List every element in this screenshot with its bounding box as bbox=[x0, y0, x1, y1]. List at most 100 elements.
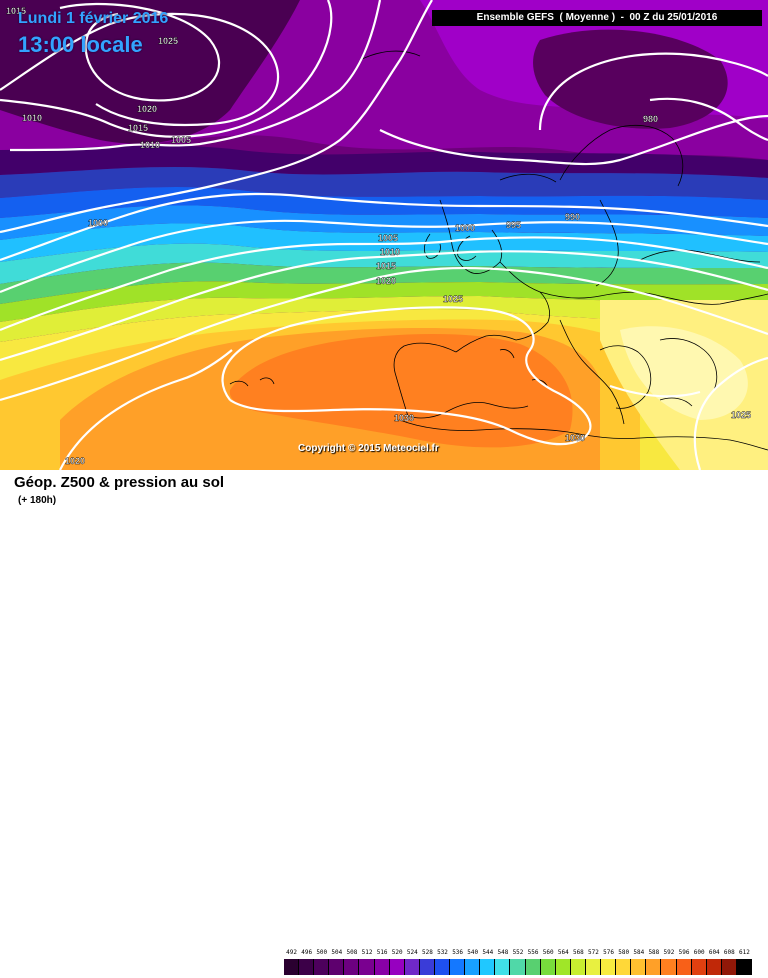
isobar-label: 1025 bbox=[731, 410, 751, 420]
legend-swatch bbox=[510, 959, 526, 975]
legend-swatch bbox=[299, 959, 315, 975]
forecast-lead-time: (+ 180h) bbox=[18, 495, 57, 506]
legend-swatch bbox=[434, 959, 451, 975]
legend-label: 556 bbox=[527, 949, 539, 956]
isobar bbox=[0, 236, 768, 332]
legend-swatch bbox=[691, 959, 707, 975]
forecast-local-time: 13:00 locale bbox=[18, 32, 143, 57]
legend-label: 552 bbox=[512, 949, 524, 956]
legend-label: 496 bbox=[301, 949, 313, 956]
isobar bbox=[0, 192, 768, 262]
isobar-label: 995 bbox=[506, 220, 521, 230]
legend-swatch bbox=[450, 959, 466, 975]
z500-band bbox=[229, 334, 573, 448]
isobar-labels: 1015 1025 1020 1015 1010 1010 1005 1000 980 990 99… bbox=[6, 6, 751, 466]
isobar-label: 1015 bbox=[6, 6, 26, 16]
isobar bbox=[693, 356, 768, 470]
isobar bbox=[538, 52, 768, 131]
legend-swatch bbox=[706, 959, 722, 975]
isobar-label: 1025 bbox=[158, 36, 178, 46]
legend-swatch bbox=[555, 959, 571, 975]
legend-label: 572 bbox=[588, 949, 599, 956]
legend-swatch bbox=[495, 959, 511, 975]
footer-panel: Géop. Z500 & pression au sol (+ 180h) 49… bbox=[0, 470, 768, 975]
legend-swatch bbox=[676, 959, 692, 975]
isobar bbox=[9, 0, 382, 152]
legend-label: 576 bbox=[603, 949, 614, 956]
legend-label: 612 bbox=[739, 949, 750, 956]
legend-label: 532 bbox=[437, 949, 448, 956]
legend-swatches bbox=[284, 959, 752, 975]
legend-label: 528 bbox=[421, 949, 433, 956]
legend-swatch bbox=[344, 959, 360, 975]
isobar-label: 980 bbox=[643, 114, 658, 124]
isobar bbox=[379, 114, 768, 166]
legend-label: 560 bbox=[542, 949, 554, 956]
chart-title: Géop. Z500 & pression au sol bbox=[14, 474, 225, 491]
isobar-label: 1010 bbox=[22, 113, 42, 123]
z500-band bbox=[0, 205, 768, 240]
legend-label: 580 bbox=[618, 949, 630, 956]
legend-label: 516 bbox=[376, 949, 388, 956]
legend-swatch bbox=[616, 959, 632, 975]
z500-band bbox=[0, 296, 768, 342]
isobar-label: 1010 bbox=[380, 247, 400, 257]
legend-label: 592 bbox=[663, 949, 675, 956]
legend-swatch bbox=[359, 959, 375, 975]
legend-label: 596 bbox=[678, 949, 690, 956]
isobar-label: 990 bbox=[565, 212, 580, 222]
z500-band bbox=[0, 145, 768, 178]
isobar-label: 1000 bbox=[88, 218, 108, 228]
legend-swatch bbox=[540, 959, 556, 975]
legend-label: 568 bbox=[572, 949, 584, 956]
isobar-label: 1025 bbox=[443, 294, 463, 304]
color-legend: 492 496 500 504 508 512 516 520 524 528 532 536 540 5… bbox=[284, 948, 752, 978]
isobar-label: 1020 bbox=[65, 456, 85, 466]
legend-swatch bbox=[736, 959, 752, 975]
legend-label: 508 bbox=[346, 949, 358, 956]
legend-label: 524 bbox=[406, 949, 418, 956]
legend-labels: 492 496 500 504 508 512 516 520 524 528 532 536 540 5… bbox=[284, 948, 752, 958]
legend-swatch bbox=[404, 959, 420, 975]
isobar bbox=[0, 0, 433, 234]
legend-swatch bbox=[314, 959, 330, 975]
legend-swatch bbox=[585, 959, 602, 975]
isobar-label: 1020 bbox=[376, 276, 396, 286]
isobar bbox=[59, 2, 221, 102]
z500-band bbox=[620, 326, 748, 420]
legend-label: 548 bbox=[497, 949, 509, 956]
isobar bbox=[0, 250, 768, 362]
forecast-date: Lundi 1 février 2016 bbox=[18, 10, 169, 27]
z500-band bbox=[0, 166, 768, 200]
isobar bbox=[0, 219, 768, 294]
z500-band bbox=[0, 223, 768, 262]
legend-label: 540 bbox=[467, 949, 479, 956]
isobar-label: 1020 bbox=[137, 104, 157, 114]
legend-swatch bbox=[419, 959, 435, 975]
weather-map: 1015 1025 1020 1015 1010 1010 1005 1000 980 990 99… bbox=[0, 0, 768, 470]
model-run-banner: Ensemble GEFS ( Moyenne ) - 00 Z du 25/0… bbox=[432, 10, 762, 26]
legend-swatch bbox=[601, 959, 617, 975]
isobar-label: 1015 bbox=[376, 261, 396, 271]
isobar bbox=[0, 266, 768, 402]
legend-label: 492 bbox=[286, 949, 297, 956]
isobar bbox=[0, 0, 333, 138]
isobar bbox=[649, 97, 768, 142]
legend-swatch bbox=[525, 959, 541, 975]
isobar-label: 1030 bbox=[394, 413, 414, 423]
legend-swatch bbox=[480, 959, 496, 975]
legend-label: 608 bbox=[723, 949, 735, 956]
coastlines bbox=[229, 50, 768, 451]
isobar-label: 1000 bbox=[455, 223, 475, 233]
legend-swatch bbox=[374, 959, 390, 975]
z500-band bbox=[0, 262, 768, 304]
z500-band bbox=[0, 0, 300, 144]
isobar bbox=[0, 12, 280, 127]
legend-swatch bbox=[389, 959, 405, 975]
legend-swatch bbox=[631, 959, 647, 975]
legend-swatch bbox=[721, 959, 737, 975]
legend-label: 564 bbox=[557, 949, 569, 956]
legend-label: 600 bbox=[693, 949, 705, 956]
legend-label: 512 bbox=[361, 949, 373, 956]
